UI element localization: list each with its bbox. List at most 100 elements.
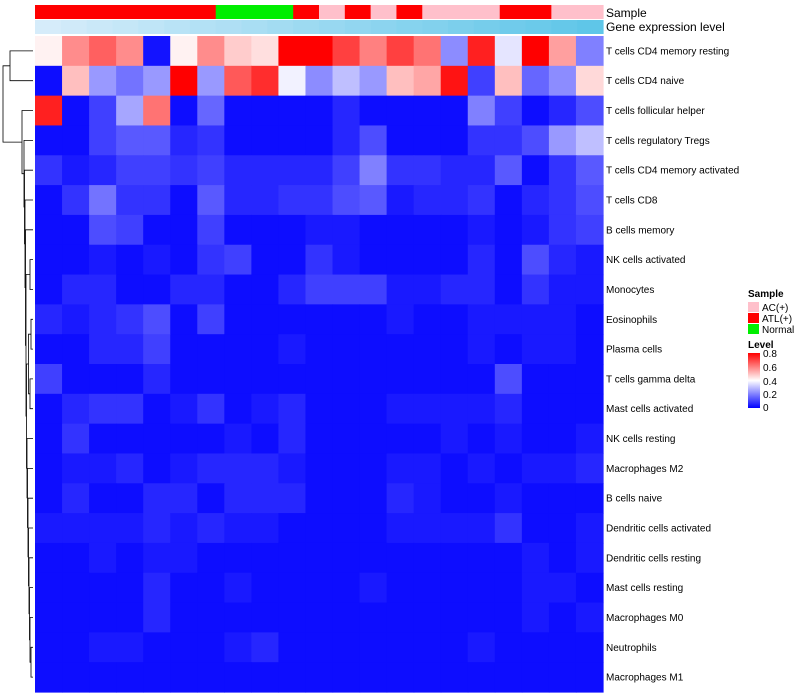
expression-annotation-cell bbox=[215, 20, 243, 34]
heatmap-cell bbox=[386, 393, 415, 425]
heatmap-cell bbox=[575, 304, 604, 335]
heatmap-cell bbox=[278, 662, 307, 693]
heatmap-cell bbox=[224, 483, 252, 514]
heatmap-cell bbox=[548, 662, 577, 693]
heatmap-cell bbox=[170, 125, 198, 156]
heatmap-cell bbox=[332, 155, 361, 186]
heatmap-cell bbox=[116, 572, 144, 604]
heatmap-cell bbox=[224, 662, 252, 693]
heatmap-cell bbox=[521, 244, 550, 276]
heatmap-cell bbox=[224, 334, 252, 365]
heatmap-cell bbox=[440, 95, 469, 127]
heatmap-cell bbox=[359, 364, 388, 395]
heatmap-cell bbox=[251, 334, 280, 365]
dendrogram-branch bbox=[29, 259, 33, 290]
heatmap-cell bbox=[224, 155, 252, 186]
heatmap-cell bbox=[467, 393, 496, 425]
heatmap-cell bbox=[197, 36, 225, 67]
heatmap-cell bbox=[413, 155, 442, 186]
heatmap-cell bbox=[440, 483, 469, 514]
heatmap-cell bbox=[197, 95, 225, 127]
heatmap-cell bbox=[440, 513, 469, 544]
heatmap-cell bbox=[62, 513, 90, 544]
heatmap-cell bbox=[143, 364, 171, 395]
heatmap-cell bbox=[35, 125, 63, 156]
heatmap-cell bbox=[62, 95, 90, 127]
heatmap-cell bbox=[332, 602, 361, 633]
heatmap-cell bbox=[35, 65, 63, 97]
sample-annotation-cell bbox=[473, 5, 501, 19]
heatmap-cell bbox=[548, 304, 577, 335]
heatmap-cell bbox=[197, 334, 225, 365]
heatmap-cell bbox=[251, 483, 280, 514]
heatmap-cell bbox=[278, 185, 307, 216]
heatmap-cell bbox=[494, 393, 523, 425]
heatmap-cell bbox=[467, 602, 496, 633]
heatmap-cell bbox=[89, 304, 117, 335]
heatmap-cell bbox=[521, 393, 550, 425]
expression-annotation-cell bbox=[60, 20, 88, 34]
heatmap-cell bbox=[62, 334, 90, 365]
sample-annotation-cell bbox=[267, 5, 294, 19]
sample-annotation-cell bbox=[370, 5, 398, 19]
heatmap-cell bbox=[386, 632, 415, 663]
level-tick-0.6: 0.6 bbox=[763, 363, 777, 374]
heatmap-cell bbox=[494, 36, 523, 67]
heatmap-cell bbox=[440, 36, 469, 67]
heatmap-cell bbox=[62, 483, 90, 514]
heatmap-cell bbox=[143, 36, 171, 67]
heatmap-cell bbox=[251, 602, 280, 633]
heatmap-cell bbox=[575, 274, 604, 305]
heatmap-cell bbox=[116, 95, 144, 127]
heatmap-cell bbox=[35, 244, 63, 276]
heatmap-cell bbox=[440, 632, 469, 663]
heatmap-cell bbox=[89, 334, 117, 365]
heatmap-cell bbox=[413, 453, 442, 484]
heatmap-cell bbox=[548, 542, 577, 574]
heatmap-cell bbox=[386, 125, 415, 156]
heatmap-cell bbox=[440, 274, 469, 305]
heatmap-cell bbox=[467, 572, 496, 604]
heatmap-cell bbox=[359, 632, 388, 663]
heatmap-cell bbox=[359, 423, 388, 455]
heatmap-cell bbox=[413, 214, 442, 246]
dendrogram-branch bbox=[29, 378, 33, 410]
heatmap-cell bbox=[62, 572, 90, 604]
heatmap-cell bbox=[89, 393, 117, 425]
heatmap-cell bbox=[575, 244, 604, 276]
heatmap-cell bbox=[548, 602, 577, 633]
heatmap-cell bbox=[170, 602, 198, 633]
heatmap-cell bbox=[35, 364, 63, 395]
heatmap-cell bbox=[440, 334, 469, 365]
sample-annotation-cell bbox=[35, 5, 62, 19]
heatmap-cell bbox=[89, 483, 117, 514]
legend-label-atl: ATL(+) bbox=[762, 314, 792, 325]
heatmap-cell bbox=[413, 393, 442, 425]
heatmap-cell bbox=[494, 65, 523, 97]
heatmap-cell bbox=[494, 155, 523, 186]
heatmap-cell bbox=[170, 304, 198, 335]
heatmap-cell bbox=[305, 453, 334, 484]
sample-annotation-cell bbox=[60, 5, 88, 19]
heatmap-cell bbox=[224, 393, 252, 425]
heatmap-cell bbox=[251, 95, 280, 127]
heatmap-cell bbox=[170, 36, 198, 67]
heatmap-cell bbox=[413, 602, 442, 633]
legend-label-normal: Normal bbox=[762, 325, 794, 336]
heatmap-cell bbox=[197, 244, 225, 276]
heatmap-cell bbox=[170, 542, 198, 574]
heatmap-cell bbox=[494, 453, 523, 484]
heatmap-cell bbox=[413, 632, 442, 663]
dendrogram-branch bbox=[29, 617, 33, 663]
expression-annotation-cell bbox=[138, 20, 165, 34]
heatmap-cell bbox=[89, 513, 117, 544]
heatmap-cell bbox=[143, 214, 171, 246]
heatmap-cell bbox=[251, 662, 280, 693]
heatmap-cell bbox=[359, 304, 388, 335]
heatmap-cell bbox=[413, 125, 442, 156]
heatmap-cell bbox=[224, 602, 252, 633]
heatmap-cell bbox=[548, 393, 577, 425]
heatmap-cell bbox=[170, 423, 198, 455]
expression-annotation-cell bbox=[473, 20, 501, 34]
heatmap-cell bbox=[251, 36, 280, 67]
